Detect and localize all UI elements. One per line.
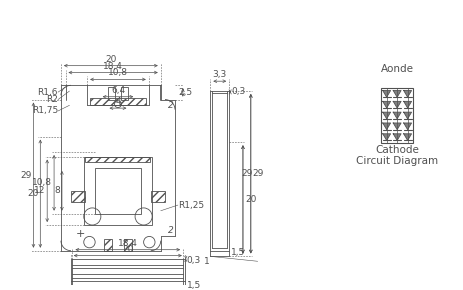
Text: Cathode: Cathode	[375, 146, 418, 155]
Polygon shape	[382, 134, 390, 140]
Text: 1,5: 1,5	[187, 281, 200, 290]
Polygon shape	[403, 101, 411, 108]
Bar	[151, 191, 165, 202]
Polygon shape	[382, 123, 390, 130]
Text: 29: 29	[252, 169, 263, 178]
Bar	[95, 168, 140, 214]
Text: 29: 29	[241, 169, 252, 178]
Text: 20: 20	[105, 55, 116, 64]
Polygon shape	[392, 101, 400, 108]
Text: 18,4: 18,4	[118, 239, 138, 248]
Text: R1,75: R1,75	[31, 106, 58, 115]
Text: 2,5: 2,5	[177, 88, 192, 97]
Bar	[71, 258, 184, 290]
Text: 6,4: 6,4	[111, 86, 125, 95]
Text: 2: 2	[167, 226, 173, 235]
Text: 0,3: 0,3	[231, 87, 245, 96]
Text: Circuit Diagram: Circuit Diagram	[355, 156, 437, 166]
Text: R1,25: R1,25	[177, 201, 204, 210]
Text: 8: 8	[54, 186, 60, 195]
Text: 20: 20	[27, 189, 38, 198]
Text: 10,8: 10,8	[108, 68, 128, 77]
Bar	[104, 239, 112, 251]
Polygon shape	[382, 112, 390, 119]
Text: +: +	[76, 229, 85, 239]
Polygon shape	[403, 112, 411, 119]
Text: 1,5: 1,5	[231, 248, 245, 257]
Bar	[85, 157, 150, 162]
Bar	[84, 157, 152, 225]
Bar	[108, 87, 115, 99]
Polygon shape	[403, 134, 411, 140]
Bar	[381, 88, 412, 143]
Bar	[120, 87, 127, 99]
Text: 10,8: 10,8	[32, 178, 52, 187]
Text: 20: 20	[122, 245, 133, 254]
Text: 12: 12	[34, 186, 45, 195]
Polygon shape	[403, 123, 411, 130]
Text: 20: 20	[244, 195, 256, 204]
Text: 2: 2	[167, 101, 173, 110]
Polygon shape	[403, 90, 411, 97]
Text: R2: R2	[46, 95, 58, 104]
Text: R1,6: R1,6	[38, 88, 58, 97]
Text: Aonde: Aonde	[380, 64, 413, 74]
Text: 0,3: 0,3	[187, 256, 200, 265]
Polygon shape	[382, 90, 390, 97]
Text: 29: 29	[20, 171, 31, 180]
Polygon shape	[392, 90, 400, 97]
Polygon shape	[392, 123, 400, 130]
Text: 1: 1	[203, 257, 209, 266]
Bar	[90, 98, 145, 105]
Text: 18,4: 18,4	[103, 61, 123, 70]
Polygon shape	[392, 134, 400, 140]
Bar	[124, 239, 132, 251]
Text: 4: 4	[115, 97, 120, 106]
Bar	[70, 191, 85, 202]
Text: 3,3: 3,3	[212, 70, 226, 79]
Polygon shape	[382, 101, 390, 108]
Polygon shape	[392, 112, 400, 119]
